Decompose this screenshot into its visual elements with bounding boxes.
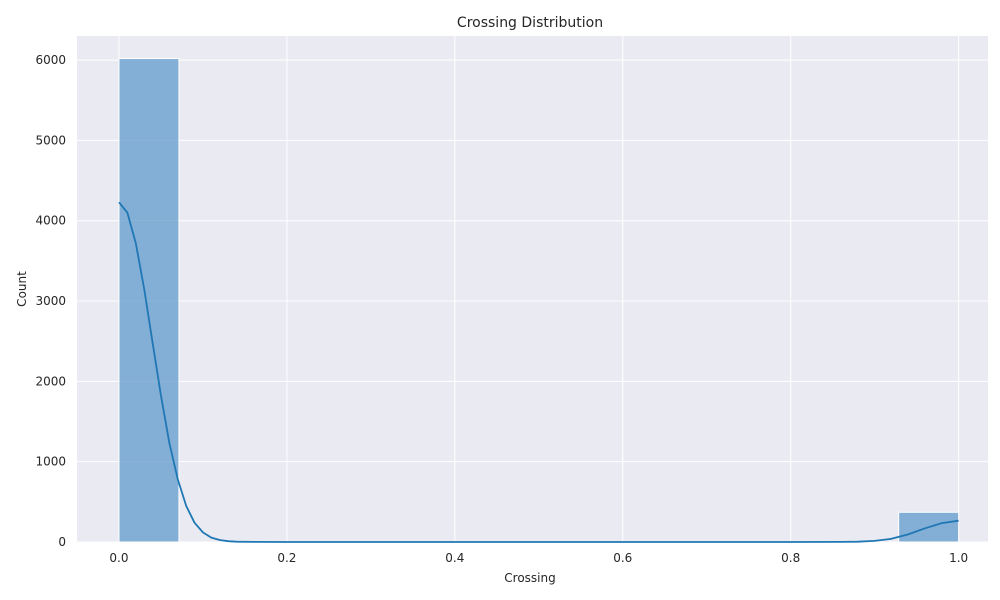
y-tick-label: 0 (58, 535, 66, 549)
x-tick-label: 0.8 (781, 551, 800, 565)
y-axis-label: Count (15, 271, 29, 307)
y-tick-label: 5000 (35, 133, 66, 147)
x-tick-label: 0.0 (109, 551, 128, 565)
x-tick-label: 0.2 (277, 551, 296, 565)
kde-curve (118, 201, 959, 543)
histogram-bar-0 (118, 57, 180, 543)
y-tick-label: 1000 (35, 455, 66, 469)
x-axis-label: Crossing (504, 571, 555, 585)
x-tick-label: 0.4 (445, 551, 464, 565)
x-axis-ticks: 0.0 0.2 0.4 0.6 0.8 1.0 (109, 551, 968, 565)
x-tick-label: 1.0 (949, 551, 968, 565)
chart-title: Crossing Distribution (457, 15, 603, 31)
x-tick-label: 0.6 (613, 551, 632, 565)
y-tick-label: 4000 (35, 214, 66, 228)
grid-lines (77, 36, 988, 543)
bars-group (118, 57, 960, 543)
plot-area (77, 36, 988, 542)
y-tick-label: 6000 (35, 53, 66, 67)
y-tick-label: 2000 (35, 374, 66, 388)
y-axis-ticks: 0 1000 2000 3000 4000 5000 6000 (35, 53, 66, 549)
y-tick-label: 3000 (35, 294, 66, 308)
